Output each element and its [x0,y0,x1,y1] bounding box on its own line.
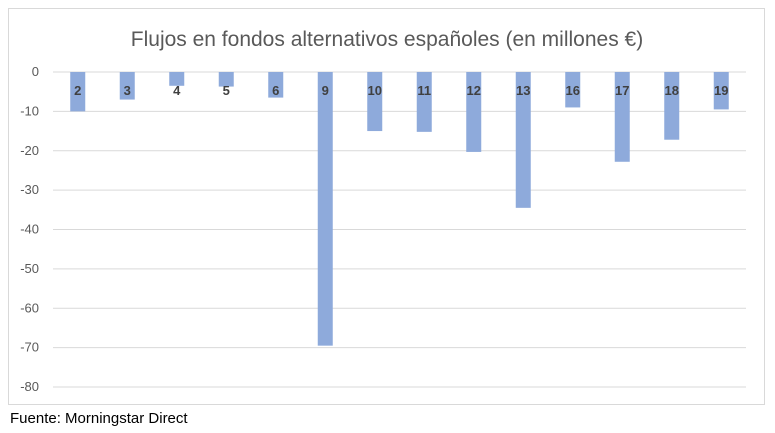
chart-title: Flujos en fondos alternativos españoles … [131,28,643,51]
category-label: 2 [74,83,81,98]
category-label: 16 [566,83,580,98]
bar [515,72,531,208]
y-tick-label: -10 [20,103,39,118]
bar [268,72,284,98]
category-label: 5 [223,83,230,98]
bar [218,72,234,87]
y-tick-label: -80 [20,379,39,394]
category-label: 17 [615,83,629,98]
category-label: 3 [124,83,131,98]
category-label: 11 [417,83,431,98]
y-tick-label: 0 [32,64,39,79]
bar [367,72,383,132]
bar [119,72,135,100]
category-label: 4 [173,83,181,98]
y-tick-label: -50 [20,261,39,276]
gridlines [53,71,746,388]
bar [169,72,185,86]
category-label: 9 [322,83,329,98]
bar [664,72,680,140]
bar [466,72,482,152]
category-label: 19 [714,83,728,98]
y-tick-label: -60 [20,300,39,315]
bar [70,72,86,112]
bar [317,72,333,346]
category-label: 12 [467,83,481,98]
bar [614,72,630,162]
category-label: 18 [665,83,679,98]
bars [70,72,729,346]
category-label: 6 [272,83,279,98]
category-label: 13 [516,83,530,98]
source-note: Fuente: Morningstar Direct [10,410,188,427]
category-labels: 2 3 4 5 6 9 10 11 12 13 16 17 18 19 [74,83,728,98]
y-tick-label: -30 [20,182,39,197]
bar [565,72,581,108]
y-axis: 0 -10 -20 -30 -40 -50 -60 -70 -80 [20,64,39,394]
bar [713,72,729,110]
y-tick-label: -70 [20,340,39,355]
bar [416,72,432,132]
y-tick-label: -40 [20,222,39,237]
y-tick-label: -20 [20,143,39,158]
category-label: 10 [368,83,382,98]
